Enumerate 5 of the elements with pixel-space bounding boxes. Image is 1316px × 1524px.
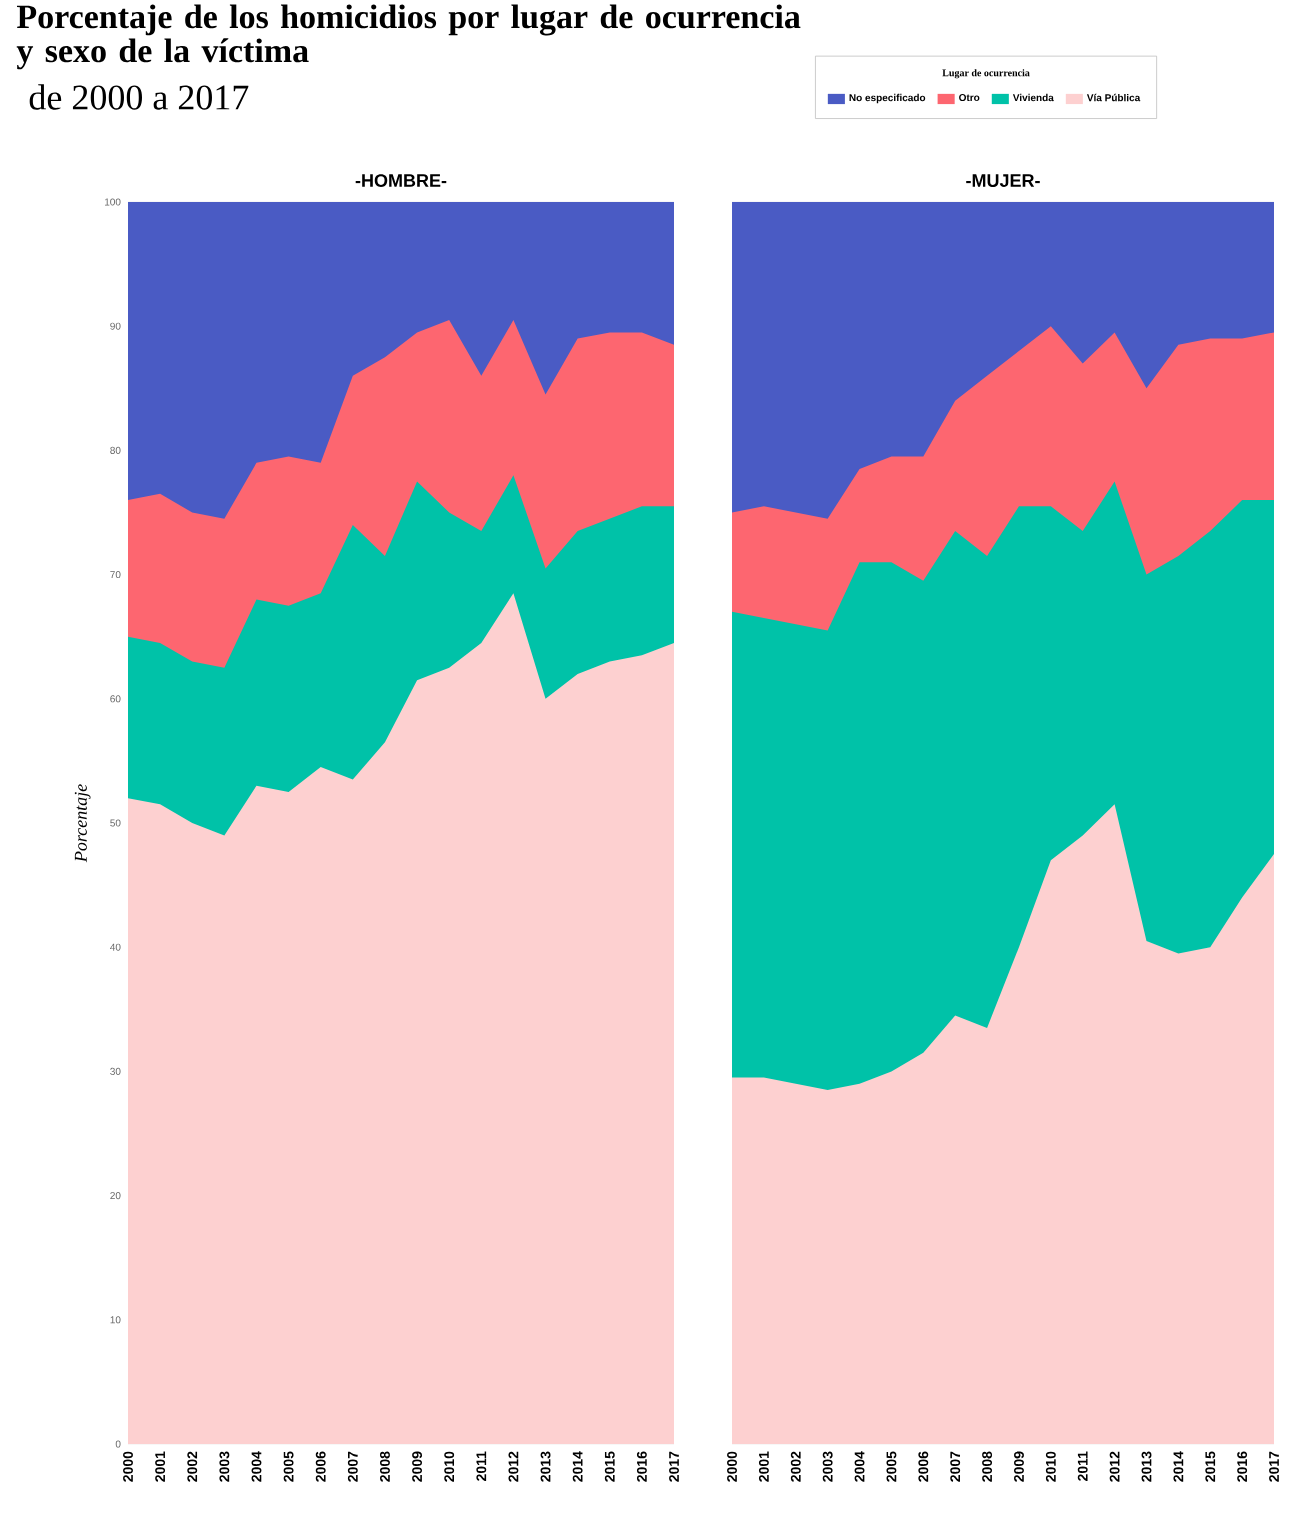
chart-title: -MUJER-: [966, 174, 1040, 187]
text: de 2000 a 2017: [29, 84, 249, 110]
y-axis-title: Porcentaje: [74, 784, 91, 863]
chart-title: -HOMBRE-: [355, 174, 447, 187]
text: Porcentaje de los homicidios por lugar de ocurrencia y sexo de la víctima: [16, 4, 801, 70]
